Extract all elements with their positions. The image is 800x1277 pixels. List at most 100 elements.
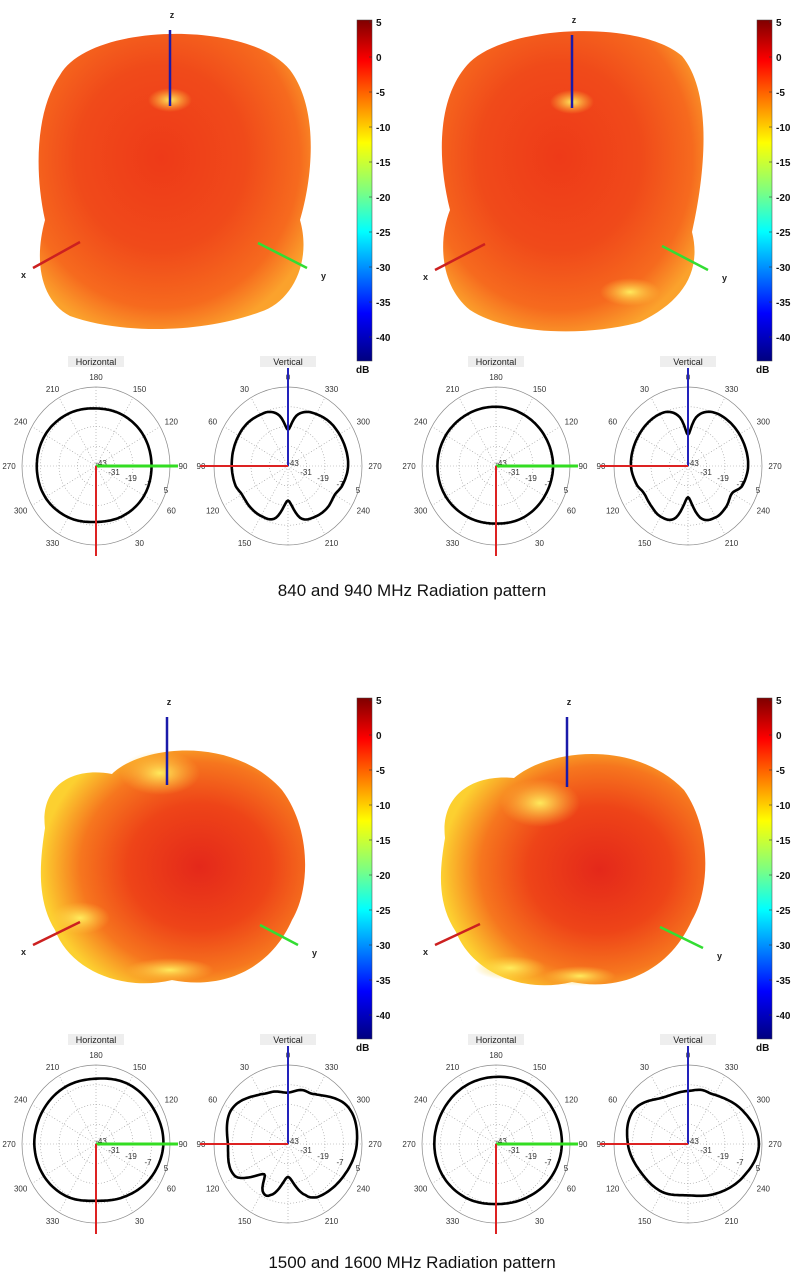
angle-label: 270 xyxy=(402,1140,416,1149)
colorbar-tick-label: -5 xyxy=(376,88,385,99)
angle-label: 180 xyxy=(89,373,103,382)
grid-spoke xyxy=(623,465,689,506)
plot-title: Horizontal xyxy=(76,357,117,367)
angle-label: 30 xyxy=(535,539,544,548)
angle-label: 330 xyxy=(325,1063,339,1072)
colorbar-gradient xyxy=(756,697,773,1040)
surface-highlight xyxy=(500,779,580,827)
pattern-surface xyxy=(38,33,311,330)
colorbar-tick-label: -5 xyxy=(776,766,785,777)
plot-title: Horizontal xyxy=(476,357,517,367)
colorbar-tick-label: -35 xyxy=(376,976,391,987)
ring-label: -19 xyxy=(125,1152,137,1161)
angle-label: 270 xyxy=(368,462,382,471)
colorbar-tick-label: 5 xyxy=(376,696,382,707)
colorbar-tick-label: -35 xyxy=(376,298,391,309)
grid-spoke xyxy=(687,1143,753,1184)
grid-spoke xyxy=(95,1143,134,1213)
angle-label: 240 xyxy=(14,1096,28,1105)
ring-label: -31 xyxy=(508,1146,520,1155)
grid-spoke xyxy=(31,1143,97,1184)
colorbar-tick-label: 5 xyxy=(376,18,382,29)
angle-label: 300 xyxy=(757,1096,771,1105)
angle-label: 30 xyxy=(135,539,144,548)
grid-spoke xyxy=(287,465,326,535)
surface-highlight xyxy=(126,958,214,982)
ring-label: -43 xyxy=(287,1137,299,1146)
ring-label: -7 xyxy=(336,480,344,489)
ring-label: -43 xyxy=(495,459,507,468)
angle-label: 270 xyxy=(368,1140,382,1149)
ring-label: 5 xyxy=(564,486,569,495)
angle-label: 90 xyxy=(579,462,588,471)
angle-label: 240 xyxy=(757,507,771,516)
colorbar: 5 0 -5 -10 -15 -20 -25 -30 -35 -40 dB xyxy=(356,18,391,376)
colorbar-tick-label: -40 xyxy=(376,1011,391,1022)
angle-label: 240 xyxy=(357,507,371,516)
surface-highlight xyxy=(120,751,200,795)
colorbar-tick-label: -15 xyxy=(776,836,791,847)
grid-spoke xyxy=(495,1143,561,1184)
colorbar-unit: dB xyxy=(756,1043,769,1054)
pattern-surface xyxy=(440,753,706,986)
plot-title: Vertical xyxy=(273,1035,303,1045)
angle-label: 60 xyxy=(608,1096,617,1105)
grid-spoke xyxy=(31,1104,97,1145)
surface-highlight xyxy=(50,902,110,934)
colorbar-tick-label: 0 xyxy=(776,53,782,64)
ring-label: 5 xyxy=(164,1164,169,1173)
grid-spoke xyxy=(687,397,726,467)
ring-label: -43 xyxy=(95,459,107,468)
y-axis xyxy=(259,923,299,947)
grid-spoke xyxy=(287,1143,353,1184)
ring-label: -19 xyxy=(125,474,137,483)
plot-title: Vertical xyxy=(673,1035,703,1045)
colorbar-tick-label: -40 xyxy=(376,333,391,344)
angle-label: 90 xyxy=(179,462,188,471)
ring-label: -19 xyxy=(525,1152,537,1161)
angle-label: 150 xyxy=(638,539,652,548)
y-axis xyxy=(659,925,704,950)
angle-label: 150 xyxy=(238,539,252,548)
ring-label: -31 xyxy=(300,468,312,477)
pattern-curve xyxy=(629,410,750,522)
angle-label: 60 xyxy=(567,507,576,516)
colorbar-tick-label: -40 xyxy=(776,1011,791,1022)
angle-label: 60 xyxy=(208,1096,217,1105)
caption-top: 840 and 940 MHz Radiation pattern xyxy=(278,581,546,600)
angle-label: 240 xyxy=(14,418,28,427)
angle-label: 240 xyxy=(414,1096,428,1105)
x-axis-label: x xyxy=(423,272,428,282)
grid-spoke xyxy=(687,426,753,467)
grid-spoke xyxy=(250,1075,289,1145)
angle-label: 120 xyxy=(206,1185,220,1194)
plot-title-background xyxy=(260,356,316,367)
colorbar-tick-label: -10 xyxy=(376,123,391,134)
ring-label: -31 xyxy=(700,468,712,477)
grid-spoke xyxy=(495,465,534,535)
vertical-polar-plot: Vertical0330300270240210150120906030-43-… xyxy=(197,356,382,548)
angle-label: 30 xyxy=(240,1063,249,1072)
pattern-surface xyxy=(40,750,306,984)
colorbar-gradient xyxy=(356,19,373,362)
angle-label: 30 xyxy=(135,1217,144,1226)
grid-spoke xyxy=(250,465,289,535)
grid-spoke xyxy=(223,1143,289,1184)
grid-spoke xyxy=(287,426,353,467)
angle-label: 120 xyxy=(606,507,620,516)
ring-label: 5 xyxy=(356,1164,361,1173)
colorbar-tick-label: -20 xyxy=(376,871,391,882)
z-axis-label: z xyxy=(567,697,572,707)
angle-label: 60 xyxy=(167,1185,176,1194)
grid-spoke xyxy=(287,465,353,506)
grid-spoke xyxy=(287,397,326,467)
pattern-panel: z x y 5 0 -5 -10 -15 -20 -25 -30 -35 -40 dB Horizontal… xyxy=(2,10,391,556)
angle-label: 30 xyxy=(640,385,649,394)
angle-label: 210 xyxy=(446,385,460,394)
ring-label: -43 xyxy=(287,459,299,468)
angle-label: 270 xyxy=(2,1140,16,1149)
grid-spoke xyxy=(687,1143,726,1213)
colorbar-tick-label: -35 xyxy=(776,976,791,987)
3d-radiation-pattern xyxy=(440,753,706,986)
plot-title-background xyxy=(660,356,716,367)
